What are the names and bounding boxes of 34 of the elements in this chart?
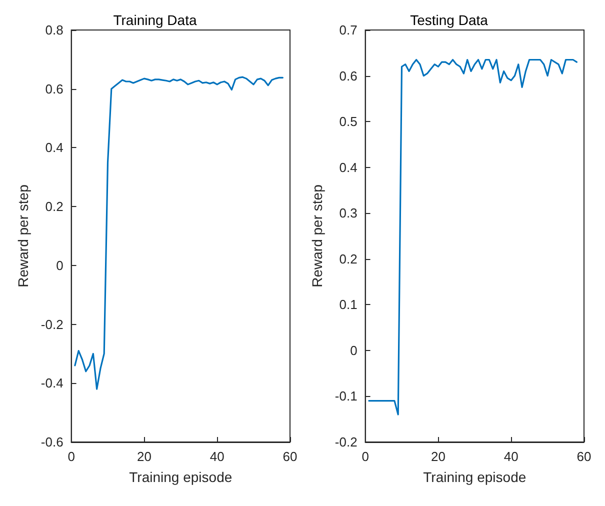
y-tick-label: -0.1 xyxy=(334,388,358,404)
y-tick-label: -0.4 xyxy=(40,376,64,391)
x-tick-label: 40 xyxy=(210,449,224,464)
y-tick-label: 0.2 xyxy=(45,199,64,214)
y-tick-label: -0.2 xyxy=(334,434,358,450)
y-tick-label: -0.2 xyxy=(40,316,64,332)
y-tick-label: 0 xyxy=(56,258,64,273)
y-tick-label: 0.6 xyxy=(45,81,64,96)
y-tick-label: -0.6 xyxy=(40,434,64,450)
y-tick-label: 0.6 xyxy=(339,68,358,84)
x-tick-label: 20 xyxy=(136,449,152,464)
y-tick-label: 0.5 xyxy=(339,114,358,130)
y-tick-label: 0.8 xyxy=(45,22,64,38)
y-tick-label: 0.4 xyxy=(45,140,64,156)
y-tick-label: 0.7 xyxy=(339,22,358,38)
x-axis-title: Training episode xyxy=(423,469,526,485)
y-axis-title: Reward per step xyxy=(309,184,325,288)
x-tick-label: 60 xyxy=(576,449,592,464)
y-axis-title: Reward per step xyxy=(15,184,31,288)
x-axis-title: Training episode xyxy=(129,469,232,485)
x-tick-label: 0 xyxy=(362,449,369,464)
y-tick-label: 0.4 xyxy=(339,160,358,175)
y-tick-label: 0 xyxy=(350,342,358,358)
y-tick-label: 0.3 xyxy=(339,206,358,221)
y-tick-label: 0.1 xyxy=(339,297,358,312)
line-series xyxy=(368,58,578,416)
chart-title: Testing Data xyxy=(410,12,488,28)
y-tick-label: 0.2 xyxy=(339,251,358,266)
x-tick-label: 0 xyxy=(68,449,75,464)
x-tick-label: 60 xyxy=(282,449,298,464)
line-series xyxy=(74,76,284,390)
x-tick-label: 40 xyxy=(504,449,518,464)
x-tick-label: 20 xyxy=(430,449,446,464)
chart-title: Training Data xyxy=(113,12,197,28)
